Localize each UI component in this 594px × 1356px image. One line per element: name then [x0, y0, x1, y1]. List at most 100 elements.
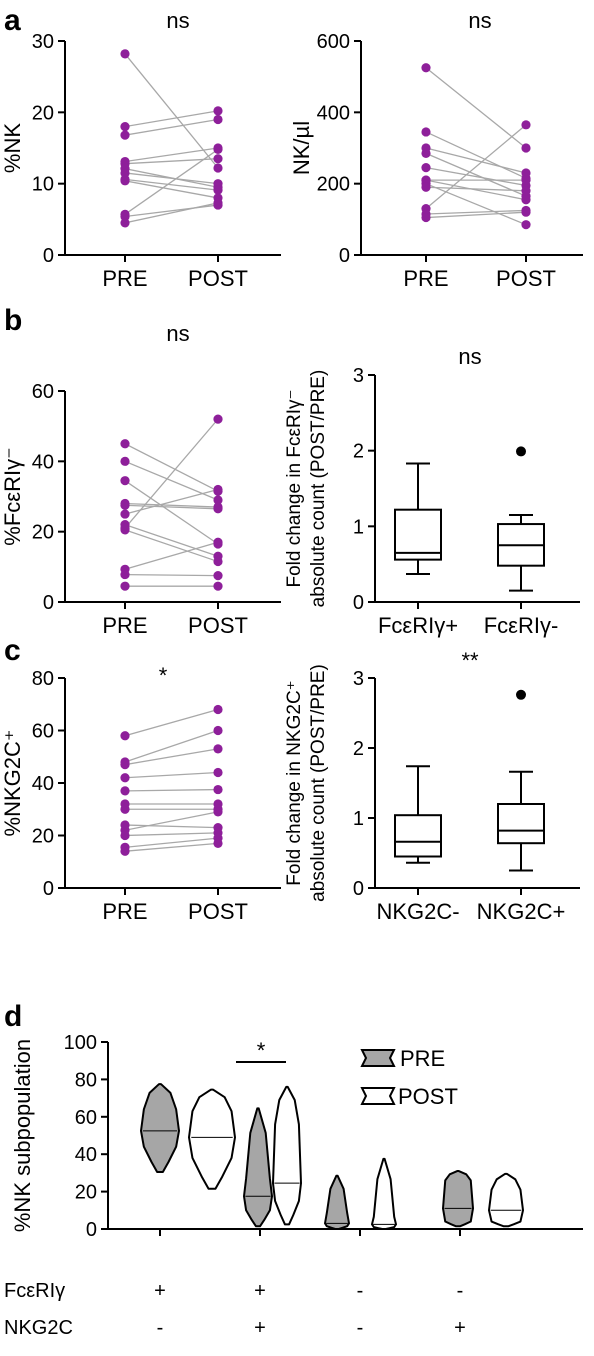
c1-pair-line	[124, 832, 219, 837]
a2-x-tick-label: POST	[496, 266, 556, 291]
a2-point-post	[521, 195, 531, 205]
b2-x-tick-label: FcεRIγ+	[378, 613, 458, 638]
a1-point-pre	[120, 122, 130, 132]
b1-pair-line	[124, 480, 219, 545]
d-violin-post	[272, 1085, 302, 1226]
b1-point-pre	[120, 581, 130, 591]
d-legend-swatch-post	[360, 1087, 396, 1105]
c1-annotation: *	[159, 663, 168, 688]
b1-y-tick-label: 0	[43, 592, 54, 614]
d-violin-pre	[442, 1170, 474, 1228]
chart-b2: 0 1 2 3 FcεRIγ+ FcεRIγ- Fold change in FcεRIγ⁻…	[284, 344, 580, 638]
a1-point-post	[213, 185, 223, 195]
d-y-tick-label: 100	[64, 1032, 97, 1054]
b1-point-post	[213, 484, 223, 495]
d-violin-pre	[243, 1107, 273, 1228]
a1-annotation: ns	[166, 8, 189, 33]
b1-pair-line	[124, 488, 219, 515]
c1-point-post	[213, 725, 223, 736]
b2-outlier	[516, 446, 526, 457]
a1-point-post	[213, 163, 223, 173]
a2-pair-line	[425, 147, 527, 174]
d-violin-post	[188, 1088, 236, 1190]
c1-pair-line	[124, 708, 219, 737]
c1-y-tick-label: 0	[43, 878, 54, 900]
d-row-label-fceri: FcεRIγ	[4, 1280, 65, 1302]
chart-b1: 0 20 40 60 PRE POST %FcεRIγ⁻ ns	[0, 321, 281, 638]
d-violin-post	[488, 1172, 524, 1228]
a2-point-pre	[421, 127, 431, 137]
a2-pair-line	[425, 179, 527, 201]
a1-pair-line	[124, 110, 219, 128]
d-y-tick-label: 20	[75, 1182, 97, 1204]
c1-point-pre	[120, 773, 130, 783]
a1-pair-line	[124, 180, 219, 199]
a1-point-post	[213, 114, 223, 125]
c1-point-pre	[120, 846, 130, 856]
c2-box	[394, 814, 442, 858]
a2-point-post	[521, 143, 531, 153]
b2-annotation: ns	[458, 344, 481, 369]
b1-point-post	[213, 504, 223, 514]
a2-point-pre	[421, 148, 431, 158]
c1-x-tick-label: POST	[188, 899, 248, 924]
b1-pair-line	[124, 541, 219, 570]
a2-pair-line	[425, 152, 527, 197]
a2-point-pre	[421, 63, 431, 73]
b2-y-tick-label: 1	[353, 516, 364, 538]
c2-y-tick-label: 1	[353, 808, 364, 830]
c1-x-tick-label: PRE	[102, 899, 147, 924]
b1-y-label: %FcεRIγ⁻	[0, 447, 25, 545]
c1-point-post	[213, 838, 223, 848]
b1-point-pre	[120, 456, 130, 466]
a1-point-post	[213, 154, 223, 164]
panel-letter-b: b	[4, 304, 22, 337]
a1-pair-line	[124, 178, 219, 191]
a1-y-tick-label: 30	[32, 31, 54, 53]
d-group-fceri: +	[154, 1280, 166, 1302]
b1-pair-line	[124, 502, 219, 508]
panel-letter-c: c	[4, 634, 21, 667]
a1-pair-line	[124, 204, 219, 218]
b2-y-label-line1: Fold change in FcεRIγ⁻	[284, 389, 305, 587]
c2-outlier	[516, 689, 526, 700]
b1-point-post	[213, 571, 223, 581]
b1-point-post	[213, 414, 223, 424]
a2-pair-line	[425, 183, 527, 226]
panel-letter-a: a	[4, 4, 21, 37]
chart-c1: 0 20 40 60 80 PRE POST %NKG2C⁺ *	[0, 663, 281, 924]
b1-point-pre	[120, 500, 130, 510]
c1-point-post	[213, 807, 223, 817]
a1-point-post	[213, 106, 223, 116]
a1-pair-line	[124, 172, 219, 185]
c1-point-pre	[120, 804, 130, 814]
b1-point-pre	[120, 569, 130, 580]
a1-y-tick-label: 0	[43, 245, 54, 267]
a1-x-tick-label: PRE	[102, 266, 147, 291]
b1-x-tick-label: POST	[188, 613, 248, 638]
b2-box	[394, 508, 442, 561]
a1-pair-line	[124, 118, 219, 136]
a2-point-pre	[421, 212, 431, 223]
c1-point-post	[213, 704, 223, 715]
a1-x-tick-label: POST	[188, 266, 248, 291]
c1-point-post	[213, 767, 223, 778]
b1-pair-line	[124, 504, 219, 510]
a1-point-pre	[120, 211, 130, 222]
b1-pair-line	[124, 418, 219, 529]
c1-point-pre	[120, 786, 130, 796]
a2-point-post	[521, 186, 531, 196]
b1-point-pre	[120, 476, 130, 486]
a1-pair-line	[124, 147, 219, 163]
a1-point-pre	[120, 176, 130, 186]
d-y-tick-label: 0	[86, 1219, 97, 1241]
c1-point-post	[213, 784, 223, 795]
a2-point-post	[521, 168, 531, 178]
c2-y-label-line1: Fold change in NKG2C⁺	[284, 680, 305, 885]
b2-y-tick-label: 2	[353, 441, 364, 463]
c1-pair-line	[124, 837, 219, 848]
a2-point-pre	[421, 182, 431, 192]
b1-point-pre	[120, 523, 130, 533]
c2-annotation: **	[461, 648, 479, 673]
